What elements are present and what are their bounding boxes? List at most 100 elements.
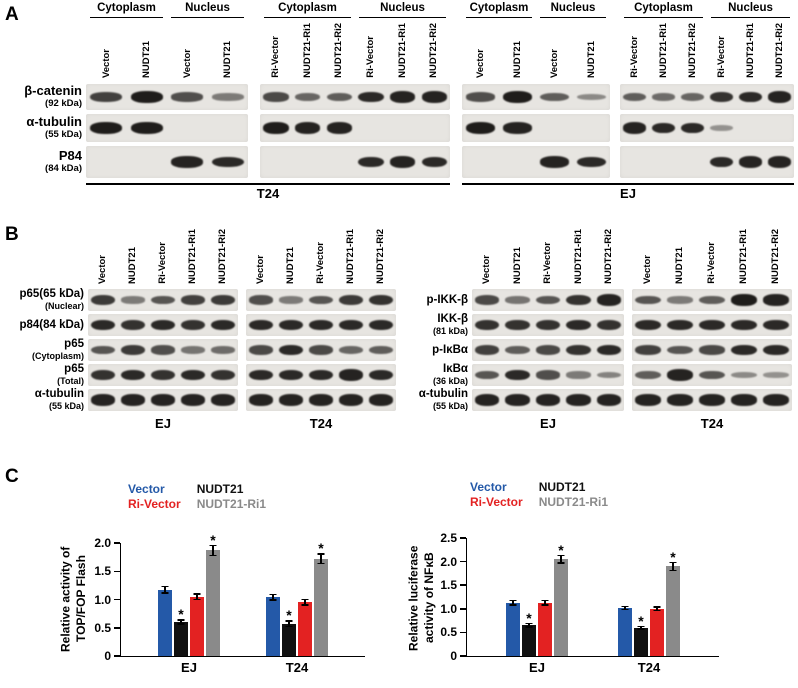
blot-lane [418,146,450,178]
blot-lane [208,389,238,411]
blot-lane [178,364,208,386]
blot-lane [533,389,563,411]
bar [522,625,536,656]
blot-strip [620,114,794,142]
blot-lane [88,289,118,311]
lane-label: Ri-Vector [157,242,169,284]
cell-line-underline-ej [462,183,794,185]
protein-band [505,345,530,355]
blot-lane [355,114,387,142]
lane-label: Vector [181,48,193,78]
protein-band [465,122,496,134]
bar-ri-vector [650,538,664,656]
lane-label-cell: Ri-Vector [620,18,649,80]
protein-band [249,319,273,331]
blot-strip [246,289,396,311]
blot-lane [208,114,249,142]
y-tick-label: 2.0 [440,554,457,569]
blot-lane [664,389,696,411]
category-label: T24 [637,660,661,675]
gel-block-ej-overexpression: Cytoplasm Nucleus Vector NUDT21 Vector NUDT21 [462,2,610,178]
lane-label-cell: NUDT21 [573,18,610,80]
fraction-header-row: Cytoplasm Nucleus [462,2,610,18]
blot-lane [208,289,238,311]
lane-label-cell: NUDT21-Ri1 [336,222,366,286]
blot-lane [649,146,678,178]
protein-row-label-p65-total: p65 (Total) [0,363,84,386]
protein-band [635,319,661,331]
protein-band [90,92,123,102]
lane-label: NUDT21-Ri1 [738,229,750,284]
lane-label-cell: NUDT21-Ri2 [594,222,624,286]
lane-label-row: Vector NUDT21 Ri-Vector NUDT21-Ri1 NUDT21-Ri… [472,222,624,286]
bar [506,602,520,656]
blot-lane [208,314,238,336]
protein-band [121,296,145,304]
y-tick [114,627,120,629]
blot-lane [632,289,664,311]
protein-sub: (Nuclear) [44,301,84,312]
legend-item-nudt21-ri1: NUDT21-Ri1 [538,495,609,509]
nfkb-plot-area: 0 0.5 1.0 1.5 2.0 2.5 * * EJ * * T24 [440,531,719,675]
protein-band [369,394,393,406]
blot-lane [707,146,736,178]
lane-label-cell: NUDT21 [127,18,168,80]
lane-label: Ri-Vector [542,242,554,284]
protein-band [151,345,175,355]
blot-lane [573,84,610,110]
category-label: EJ [529,660,545,675]
protein-band [566,294,591,306]
lane-label-cell: Vector [462,18,499,80]
blot-lane [472,364,502,386]
lane-label-row: Vector NUDT21 Ri-Vector NUDT21-Ri1 NUDT21-Ri… [246,222,396,286]
blot-lane [502,289,532,311]
protein-band [211,346,235,354]
error-bar [560,554,562,564]
cell-line-label-ej: EJ [540,416,556,431]
blot-lane [736,84,765,110]
protein-band [763,319,789,331]
y-tick-label: 2.0 [94,536,111,550]
lane-label-cell: NUDT21 [118,222,148,286]
blot-lane [246,364,276,386]
protein-name: p65(65 kDa) [19,288,84,301]
blot-lane [246,389,276,411]
cell-line-label-t24: T24 [700,416,724,431]
lane-label-cell: NUDT21-Ri2 [678,18,707,80]
protein-band [535,319,561,331]
lane-label: Vector [255,254,267,284]
protein-band [699,370,725,380]
bar-group: * * EJ [157,533,221,675]
blot-lane [499,114,536,142]
blot-lane [678,84,707,110]
bar-nudt21: * [174,543,188,656]
gel-block-ikk-ej-right: Vector NUDT21 Ri-Vector NUDT21-Ri1 NUDT21-Ri… [472,222,624,411]
error-bar [288,620,290,628]
lane-label-cell: NUDT21-Ri1 [387,18,419,80]
protein-band [421,91,447,103]
blot-lane [306,289,336,311]
blot-strip [86,146,248,178]
legend-item-vector: Vector [470,480,507,494]
blot-lane [260,146,292,178]
lane-label-cell: NUDT21-Ri2 [323,18,355,80]
lane-label: NUDT21-Ri2 [428,23,440,78]
blot-lane [632,339,664,361]
lane-label-cell: NUDT21-Ri1 [178,222,208,286]
protein-row-label-p-ikba: p-IκBα [398,339,468,361]
blot-lane [323,146,355,178]
fraction-header: Nucleus [171,2,244,18]
blot-lane [499,84,536,110]
protein-band [130,122,163,134]
blot-lane [86,146,127,178]
protein-band [475,295,500,305]
error-bar [212,544,214,556]
y-tick-label: 0 [104,649,111,663]
blot-lane [118,289,148,311]
blot-lane [178,289,208,311]
lane-label-cell: NUDT21 [499,18,536,80]
protein-band [294,92,321,102]
bar [554,559,568,656]
blot-lane [148,339,178,361]
blot-lane [276,289,306,311]
